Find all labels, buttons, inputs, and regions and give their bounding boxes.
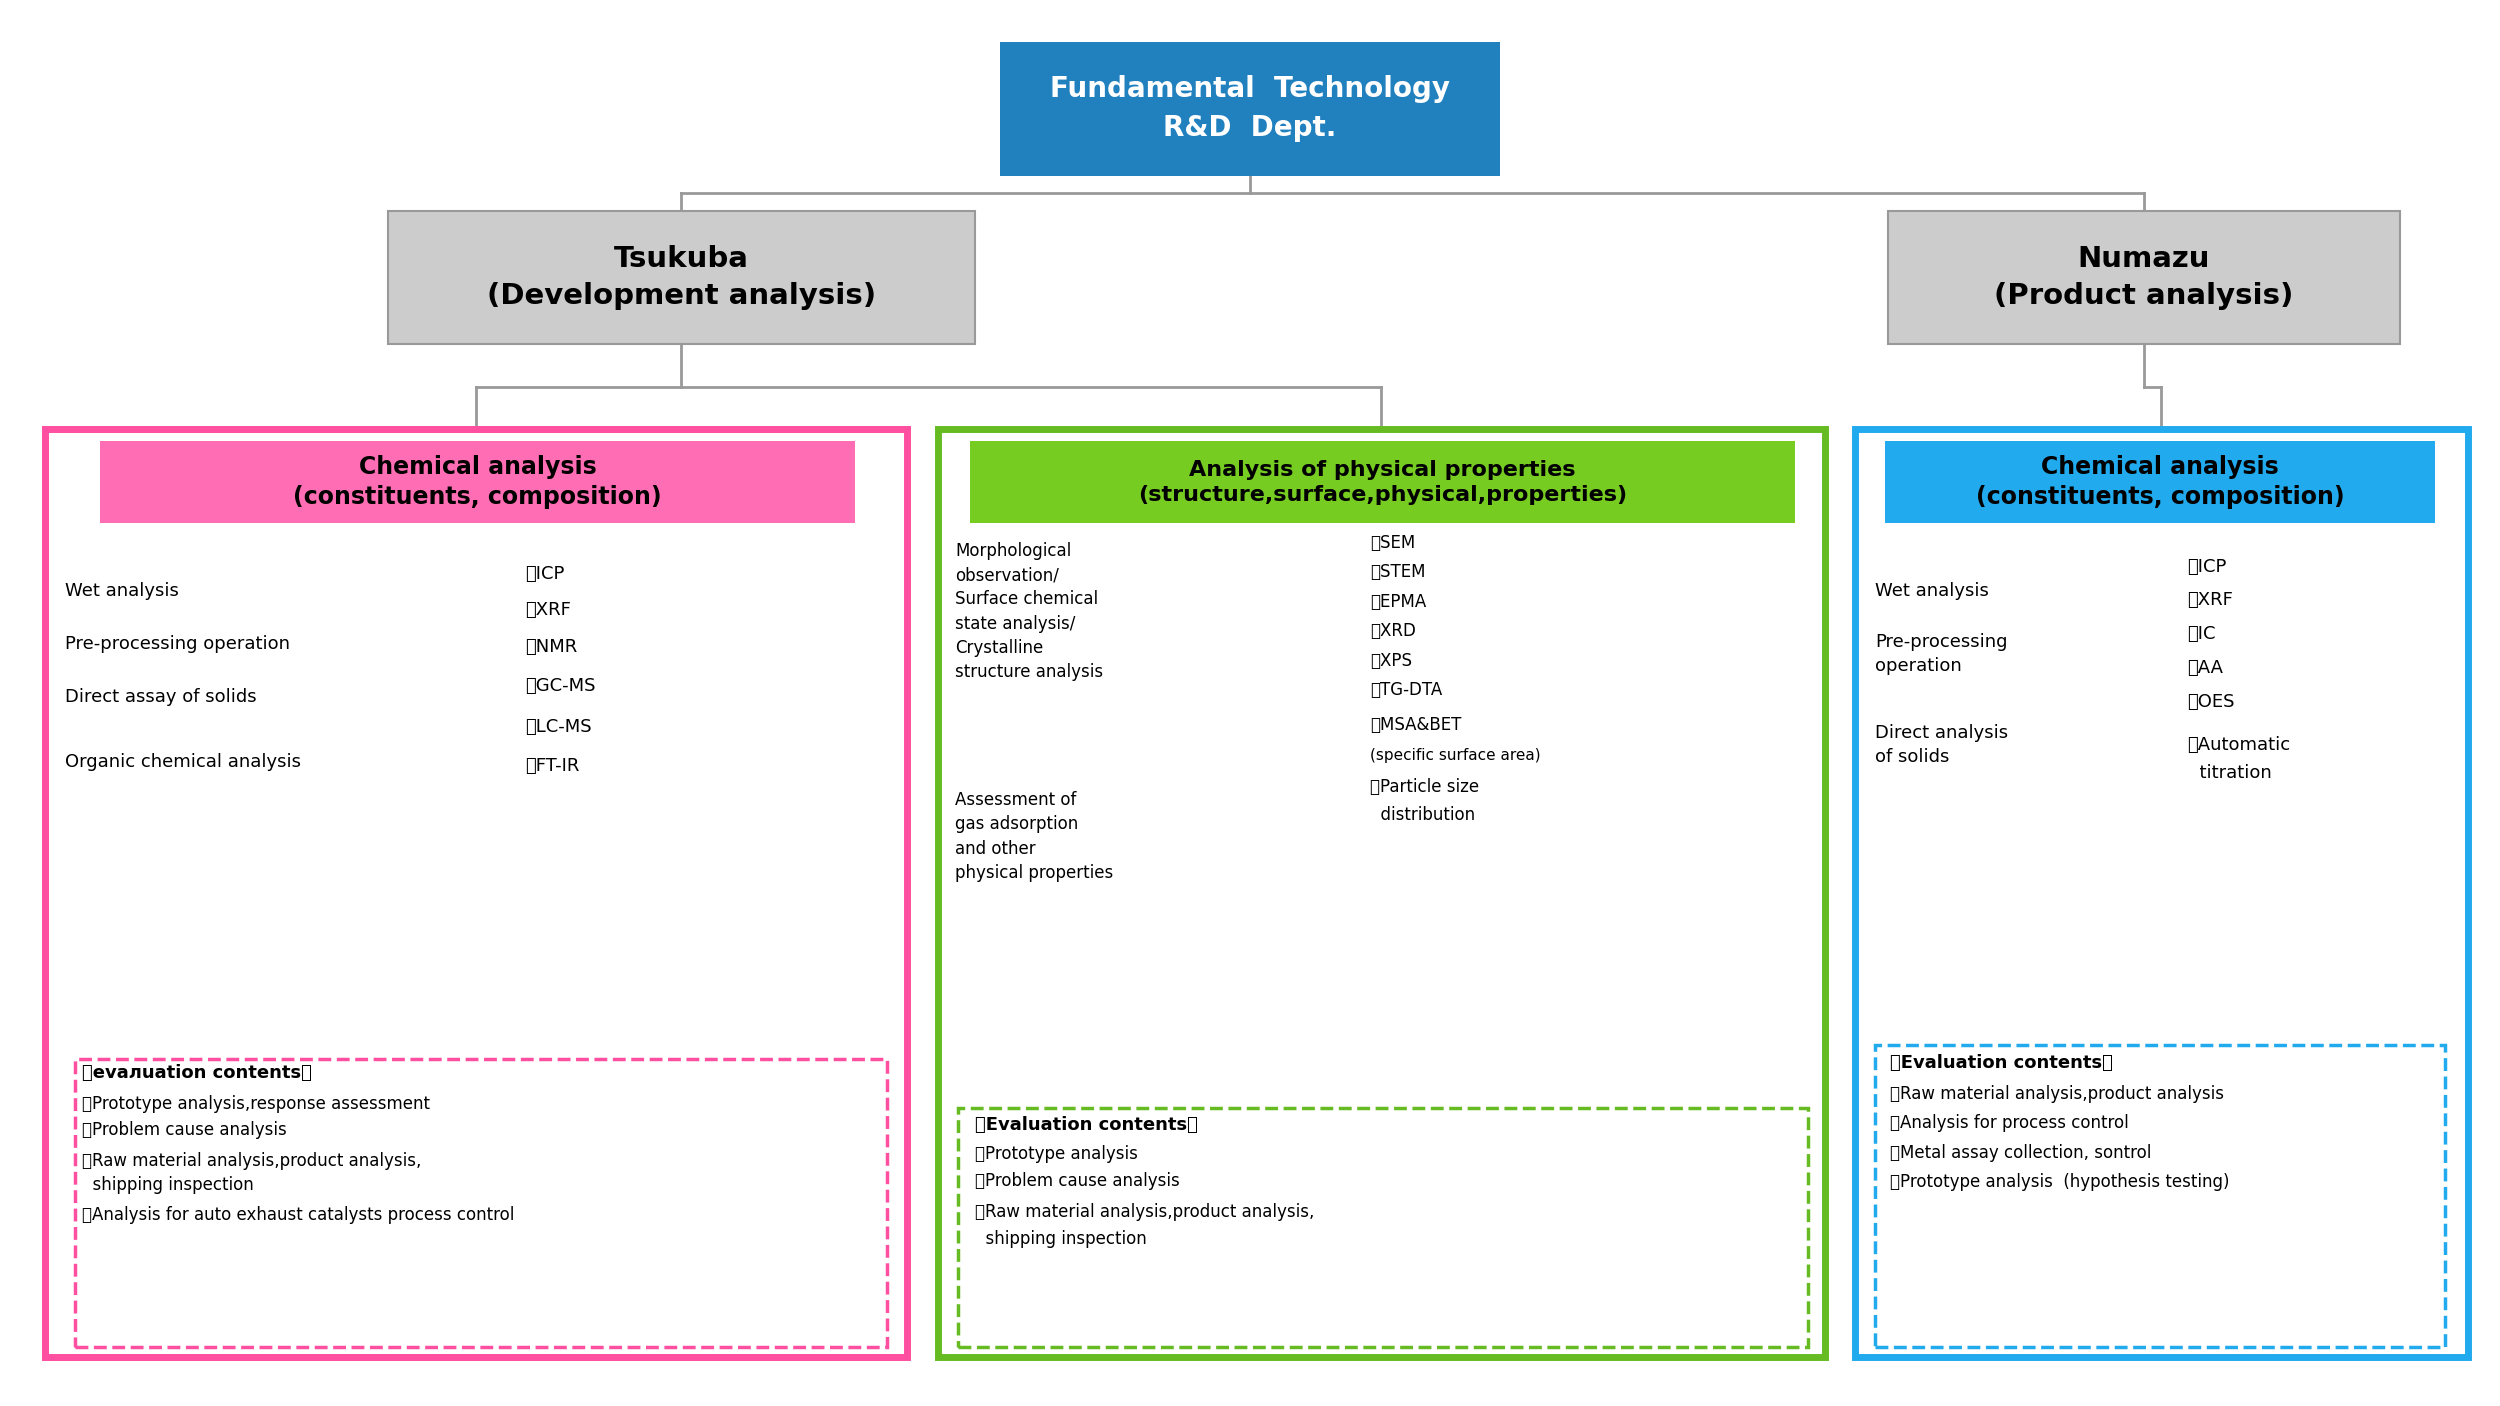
Text: Wet analysis: Wet analysis: [65, 582, 180, 599]
Text: シMSA&BET: シMSA&BET: [1370, 717, 1462, 734]
Text: シRaw material analysis,product analysis: シRaw material analysis,product analysis: [1890, 1085, 2225, 1102]
Bar: [100, 441, 855, 523]
Text: シMetal assay collection, sontrol: シMetal assay collection, sontrol: [1890, 1144, 2152, 1161]
Text: shipping inspection: shipping inspection: [82, 1177, 255, 1194]
Text: Fundamental  Technology
R&D  Dept.: Fundamental Technology R&D Dept.: [1050, 76, 1450, 142]
Text: Pre-processing operation: Pre-processing operation: [65, 636, 290, 652]
Text: Direct analysis
of solids: Direct analysis of solids: [1875, 724, 2008, 766]
Text: シSEM: シSEM: [1370, 534, 1415, 551]
Text: シGC-MS: シGC-MS: [525, 678, 595, 695]
Text: Morphological
observation/
Surface chemical
state analysis/
Crystalline
structur: Morphological observation/ Surface chemi…: [955, 541, 1102, 682]
Text: ［Evaluation contents］: ［Evaluation contents］: [975, 1116, 1198, 1133]
Text: シLC-MS: シLC-MS: [525, 718, 592, 735]
Bar: [970, 441, 1795, 523]
Text: シAnalysis for auto exhaust catalysts process control: シAnalysis for auto exhaust catalysts pro…: [82, 1206, 515, 1223]
Bar: [1000, 42, 1500, 176]
Bar: [1885, 441, 2435, 523]
Text: シEPMA: シEPMA: [1370, 593, 1425, 610]
Text: Numazu
(Product analysis): Numazu (Product analysis): [1995, 245, 2292, 311]
Text: シIC: シIC: [2188, 626, 2215, 643]
Text: ［Evaluation contents］: ［Evaluation contents］: [1890, 1054, 2112, 1071]
Text: シAnalysis for process control: シAnalysis for process control: [1890, 1115, 2130, 1132]
Text: シProblem cause analysis: シProblem cause analysis: [975, 1173, 1180, 1189]
Text: Wet analysis: Wet analysis: [1875, 582, 1990, 599]
Text: シOES: シOES: [2188, 693, 2235, 710]
Text: シICP: シICP: [2188, 558, 2228, 575]
Text: シRaw material analysis,product analysis,: シRaw material analysis,product analysis,: [82, 1153, 422, 1170]
Text: シXPS: シXPS: [1370, 652, 1412, 669]
Text: シFT-IR: シFT-IR: [525, 758, 580, 775]
Bar: [938, 429, 1825, 1357]
Text: ［evалuation contents］: ［evалuation contents］: [82, 1064, 312, 1081]
Text: titration: titration: [2188, 765, 2272, 782]
Bar: [1875, 1045, 2445, 1347]
Text: Analysis of physical properties
(structure,surface,physical,properties): Analysis of physical properties (structu…: [1138, 460, 1628, 505]
Text: distribution: distribution: [1370, 807, 1475, 824]
Bar: [958, 1108, 1808, 1347]
Text: シRaw material analysis,product analysis,: シRaw material analysis,product analysis,: [975, 1204, 1315, 1220]
Text: Direct assay of solids: Direct assay of solids: [65, 689, 258, 706]
Text: シAutomatic: シAutomatic: [2188, 737, 2290, 754]
Text: シTG-DTA: シTG-DTA: [1370, 682, 1442, 699]
Text: シParticle size: シParticle size: [1370, 779, 1480, 796]
Bar: [1888, 211, 2400, 344]
Text: シPrototype analysis: シPrototype analysis: [975, 1146, 1138, 1163]
Bar: [388, 211, 975, 344]
Text: シXRD: シXRD: [1370, 623, 1415, 640]
Bar: [75, 1059, 887, 1347]
Text: シAA: シAA: [2188, 659, 2222, 676]
Text: シPrototype analysis  (hypothesis testing): シPrototype analysis (hypothesis testing): [1890, 1174, 2230, 1191]
Text: Assessment of
gas adsorption
and other
physical properties: Assessment of gas adsorption and other p…: [955, 792, 1112, 882]
Text: シPrototype analysis,response assessment: シPrototype analysis,response assessment: [82, 1095, 430, 1112]
Text: shipping inspection: shipping inspection: [975, 1230, 1148, 1247]
Bar: [1855, 429, 2468, 1357]
Text: シXRF: シXRF: [2188, 592, 2232, 609]
Text: シICP: シICP: [525, 565, 565, 582]
Text: シNMR: シNMR: [525, 638, 578, 655]
Text: シProblem cause analysis: シProblem cause analysis: [82, 1122, 288, 1139]
Text: Tsukuba
(Development analysis): Tsukuba (Development analysis): [488, 245, 875, 311]
Bar: [45, 429, 907, 1357]
Text: Chemical analysis
(constituents, composition): Chemical analysis (constituents, composi…: [1975, 456, 2345, 509]
Text: Organic chemical analysis: Organic chemical analysis: [65, 754, 300, 770]
Text: シXRF: シXRF: [525, 602, 570, 619]
Text: Pre-processing
operation: Pre-processing operation: [1875, 633, 2008, 675]
Text: シSTEM: シSTEM: [1370, 564, 1425, 581]
Text: (specific surface area): (specific surface area): [1370, 748, 1540, 762]
Text: Chemical analysis
(constituents, composition): Chemical analysis (constituents, composi…: [292, 456, 662, 509]
